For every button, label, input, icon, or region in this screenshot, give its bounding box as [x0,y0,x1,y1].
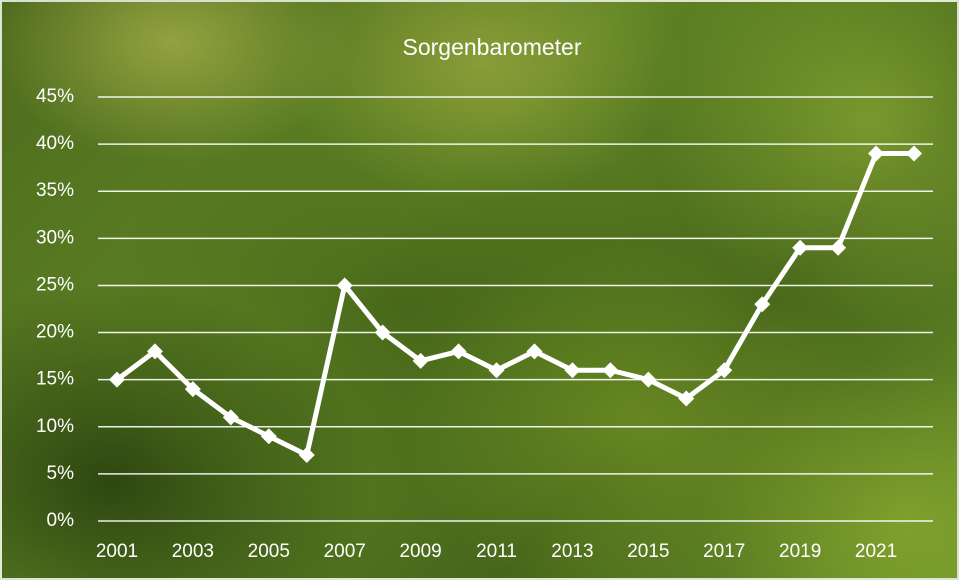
x-tick-label: 2013 [551,541,593,562]
y-tick-label: 25% [36,274,74,295]
x-tick-label: 2015 [627,541,669,562]
x-tick-label: 2001 [96,541,138,562]
y-tick-label: 20% [36,322,74,343]
marker [830,239,847,256]
y-tick-label: 15% [36,369,74,390]
marker [146,343,163,360]
marker [336,277,353,294]
marker [222,409,239,426]
x-tick-label: 2009 [399,541,441,562]
marker [906,145,923,162]
marker [564,362,581,379]
marker [108,371,125,388]
marker [298,447,315,464]
x-tick-label: 2021 [855,541,897,562]
marker [450,343,467,360]
y-tick-label: 45% [36,86,74,107]
y-tick-label: 35% [36,180,74,201]
marker [260,428,277,445]
marker [184,381,201,398]
y-tick-label: 30% [36,227,74,248]
chart-title: Sorgenbarometer [403,34,582,60]
x-tick-label: 2011 [476,541,517,562]
y-tick-label: 5% [47,463,75,484]
x-tick-label: 2019 [779,541,821,562]
line [115,151,915,458]
x-tick-label: 2005 [248,541,290,562]
marker [602,362,619,379]
marker [526,343,543,360]
y-tick-label: 40% [36,133,74,154]
marker [374,324,391,341]
marker [412,352,429,369]
marker [754,296,771,313]
marker [640,371,657,388]
marker [716,362,733,379]
x-tick-label: 2003 [172,541,214,562]
marker [488,362,505,379]
x-tick-label: 2007 [324,541,366,562]
y-tick-label: 0% [47,510,75,531]
marker [868,145,885,162]
y-tick-label: 10% [36,416,74,437]
x-tick-label: 2017 [703,541,745,562]
marker [678,390,695,407]
marker [792,239,809,256]
